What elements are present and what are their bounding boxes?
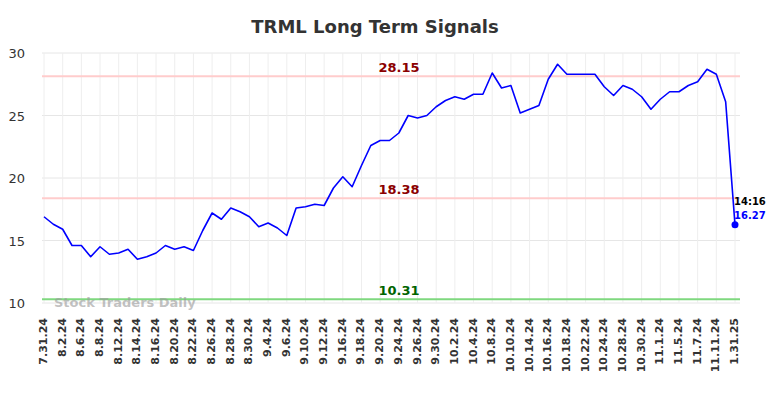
grid-line bbox=[44, 53, 45, 303]
grid-line bbox=[118, 53, 119, 303]
x-tick-label: 11.11.24 bbox=[709, 318, 722, 373]
grid-line bbox=[604, 53, 605, 303]
grid-line bbox=[42, 178, 740, 179]
x-tick-label: 10.16.24 bbox=[541, 318, 554, 373]
x-tick-label: 11.7.24 bbox=[691, 318, 704, 365]
x-tick-label: 10.10.24 bbox=[504, 318, 517, 373]
x-tick-label: 8.22.24 bbox=[186, 318, 199, 365]
grid-line bbox=[100, 53, 101, 303]
chart: TRML Long Term Signals 10 15 20 25 30 7.31.24 8… bbox=[0, 0, 784, 398]
grid-line bbox=[697, 53, 698, 303]
x-tick-label: 9.24.24 bbox=[392, 318, 405, 365]
x-tick-label: 8.20.24 bbox=[168, 318, 181, 365]
grid-line bbox=[137, 53, 138, 303]
reference-line bbox=[42, 75, 740, 77]
x-tick-label: 9.12.24 bbox=[317, 318, 330, 365]
reference-label: 18.38 bbox=[378, 182, 419, 197]
grid-line bbox=[436, 53, 437, 303]
plot-area bbox=[42, 64, 740, 299]
x-tick-label: 10.22.24 bbox=[579, 318, 592, 373]
x-tick-label: 10.30.24 bbox=[635, 318, 648, 373]
x-tick-label: 10.18.24 bbox=[560, 318, 573, 373]
x-tick-label: 11.5.24 bbox=[672, 318, 685, 365]
x-tick-label: 8.30.24 bbox=[242, 318, 255, 365]
x-tick-label: 10.4.24 bbox=[467, 318, 480, 365]
price-line bbox=[44, 64, 735, 259]
x-tick-label: 10.14.24 bbox=[523, 318, 536, 373]
x-tick-label: 8.8.24 bbox=[93, 318, 106, 357]
grid-line bbox=[42, 115, 740, 116]
grid-line bbox=[193, 53, 194, 303]
x-tick-label: 7.31.24 bbox=[37, 318, 50, 365]
grid-line bbox=[42, 53, 740, 54]
x-tick-label: 8.2.24 bbox=[56, 318, 69, 357]
grid-line bbox=[62, 53, 63, 303]
x-tick-label: 8.16.24 bbox=[149, 318, 162, 365]
x-tick-label: 9.26.24 bbox=[411, 318, 424, 365]
grid-line bbox=[622, 53, 623, 303]
y-tick-label: 25 bbox=[8, 109, 25, 124]
grid-line bbox=[380, 53, 381, 303]
last-value-label: 16.27 bbox=[734, 210, 766, 221]
grid-line bbox=[156, 53, 157, 303]
grid-line bbox=[641, 53, 642, 303]
grid-line bbox=[529, 53, 530, 303]
reference-label: 10.31 bbox=[378, 283, 419, 298]
title: TRML Long Term Signals bbox=[251, 16, 498, 37]
grid-line bbox=[361, 53, 362, 303]
x-tick-label: 8.12.24 bbox=[112, 318, 125, 365]
y-tick-label: 20 bbox=[8, 171, 25, 186]
grid-line bbox=[249, 53, 250, 303]
grid-line bbox=[81, 53, 82, 303]
grid-line bbox=[585, 53, 586, 303]
grid-line bbox=[492, 53, 493, 303]
grid-line bbox=[735, 53, 736, 303]
x-tick-label: 9.18.24 bbox=[354, 318, 367, 365]
last-point bbox=[732, 221, 739, 228]
grid-line bbox=[566, 53, 567, 303]
x-tick-label: 8.28.24 bbox=[224, 318, 237, 365]
x-tick-label: 8.26.24 bbox=[205, 318, 218, 365]
y-tick-label: 15 bbox=[8, 234, 25, 249]
x-tick-label: 10.28.24 bbox=[616, 318, 629, 373]
grid-line bbox=[660, 53, 661, 303]
x-tick-label: 9.30.24 bbox=[429, 318, 442, 365]
grid-line bbox=[212, 53, 213, 303]
x-tick-label: 9.4.24 bbox=[261, 318, 274, 357]
reference-label: 28.15 bbox=[378, 60, 419, 75]
grid-line bbox=[716, 53, 717, 303]
x-tick-label: 10.2.24 bbox=[448, 318, 461, 365]
x-tick-label: 9.16.24 bbox=[336, 318, 349, 365]
grid-line bbox=[510, 53, 511, 303]
x-tick-label: 10.24.24 bbox=[597, 318, 610, 373]
reference-line bbox=[42, 197, 740, 199]
grid-line bbox=[174, 53, 175, 303]
grid-line bbox=[42, 240, 740, 241]
grid-line bbox=[417, 53, 418, 303]
x-tick-label: 1.31.25 bbox=[728, 318, 741, 365]
grid-line bbox=[678, 53, 679, 303]
grid-line bbox=[398, 53, 399, 303]
grid-line bbox=[305, 53, 306, 303]
grid-line bbox=[286, 53, 287, 303]
x-tick-label: 8.14.24 bbox=[130, 318, 143, 365]
grid-line bbox=[230, 53, 231, 303]
grid-line bbox=[268, 53, 269, 303]
last-time-label: 14:16 bbox=[734, 196, 766, 207]
x-tick-label: 10.8.24 bbox=[485, 318, 498, 365]
grid-line bbox=[454, 53, 455, 303]
x-tick-label: 9.10.24 bbox=[298, 318, 311, 365]
grid-line bbox=[473, 53, 474, 303]
x-tick-label: 9.6.24 bbox=[280, 318, 293, 357]
y-tick-label: 30 bbox=[8, 46, 25, 61]
x-tick-label: 8.6.24 bbox=[74, 318, 87, 357]
x-tick-label: 9.20.24 bbox=[373, 318, 386, 365]
grid-line bbox=[548, 53, 549, 303]
watermark: Stock Traders Daily bbox=[54, 295, 196, 310]
x-tick-label: 11.1.24 bbox=[653, 318, 666, 365]
y-tick-label: 10 bbox=[8, 296, 25, 311]
grid-line bbox=[324, 53, 325, 303]
